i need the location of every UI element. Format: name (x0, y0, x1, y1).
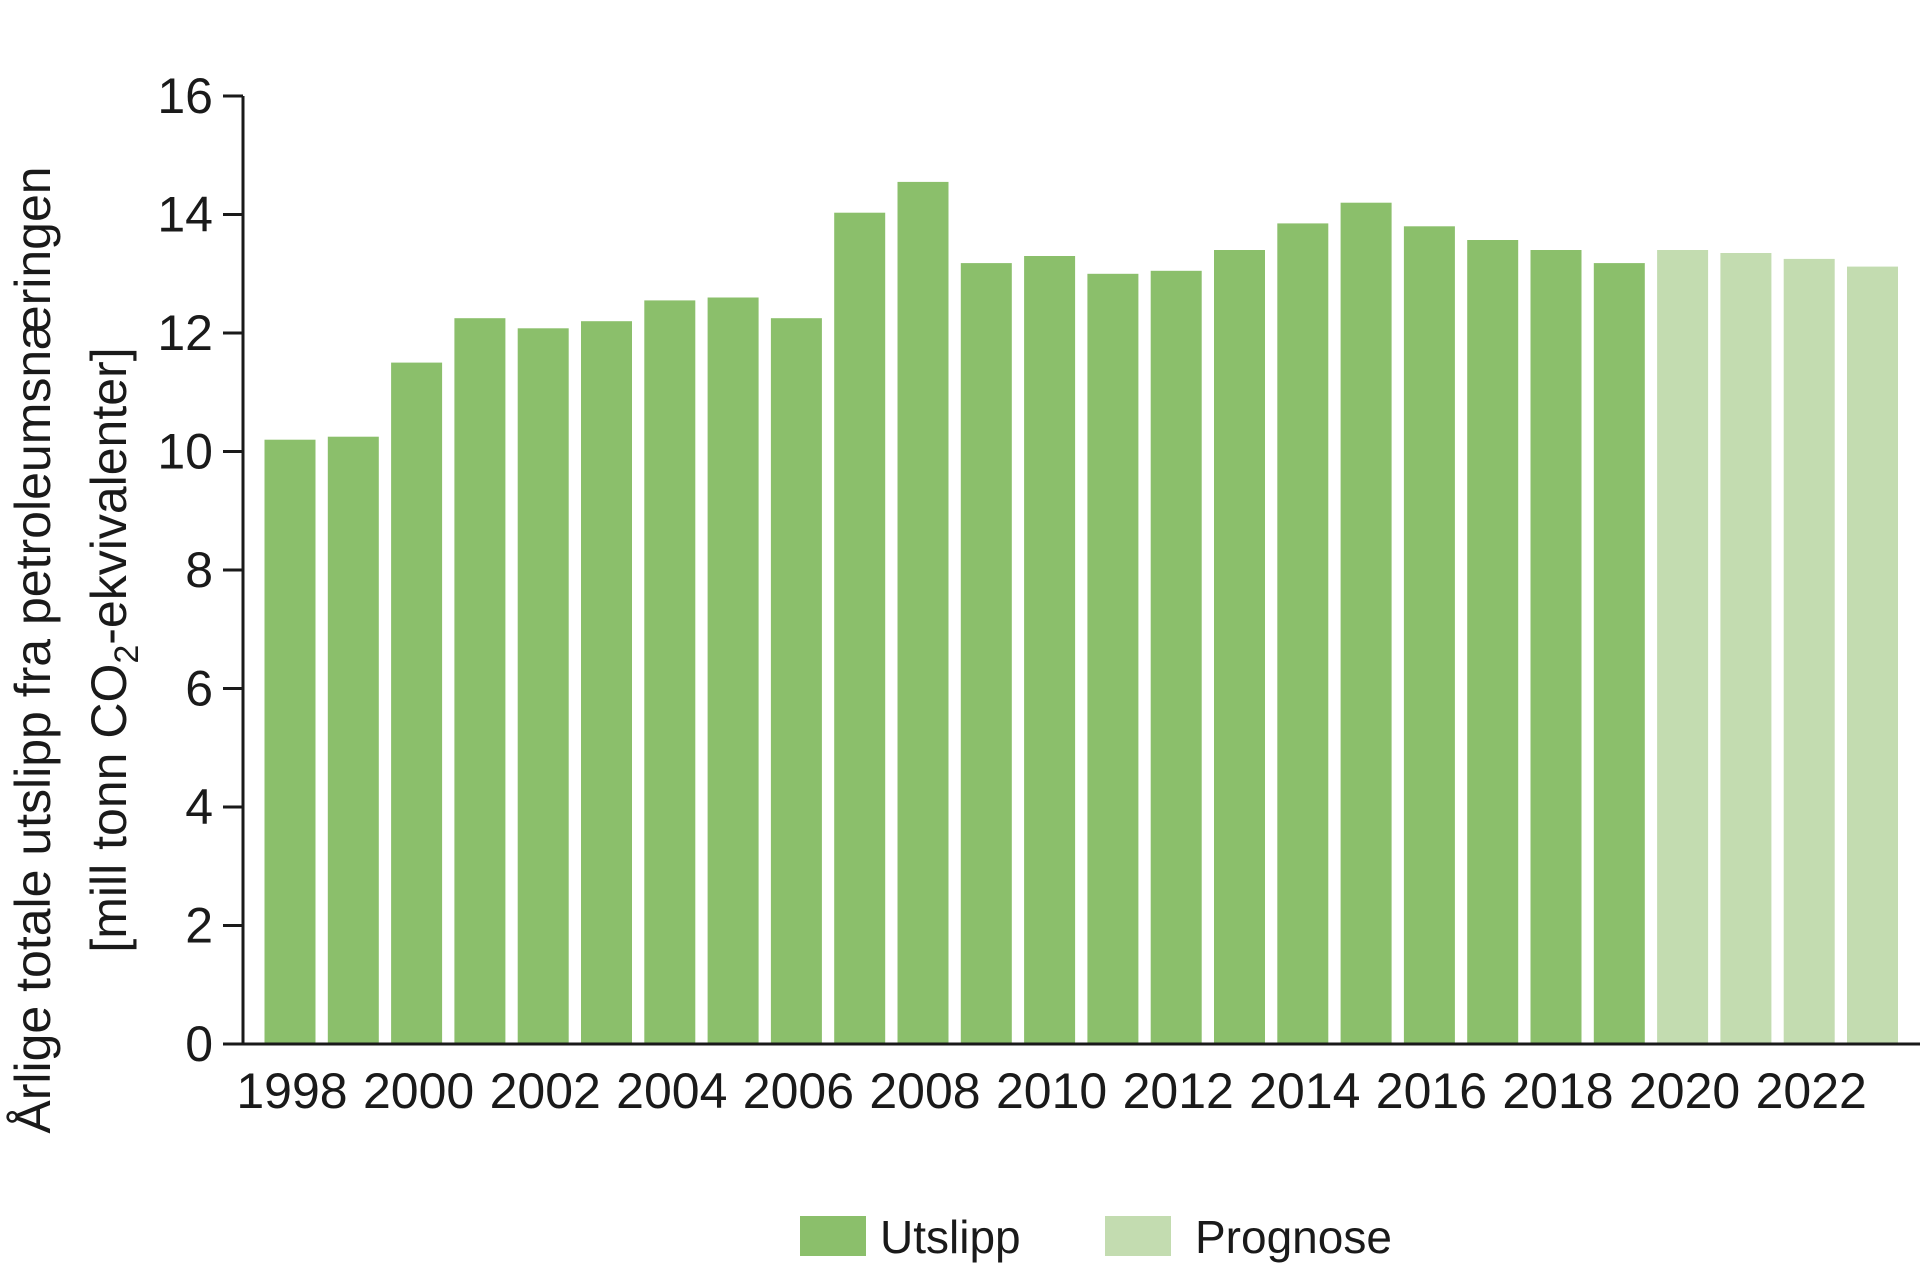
y-tick-label: 8 (185, 542, 213, 598)
bar-utslipp-2005 (707, 297, 759, 1044)
y-tick-label: 0 (185, 1016, 213, 1072)
y-axis: 0 2 4 6 8 10 12 14 16 (157, 68, 245, 1072)
y-tick-label: 2 (185, 898, 213, 954)
x-tick-label: 2012 (1123, 1063, 1234, 1119)
y-axis-title-line-1: Årlige totale utslipp fra petroleumsnæri… (5, 166, 61, 1133)
x-axis: 1998 2000 2002 2004 2006 2008 2010 2012 2014 2016… (236, 1042, 1920, 1119)
legend: Utslipp Prognose (800, 1211, 1392, 1263)
bar-utslipp-2002 (517, 328, 569, 1044)
y-tick-label: 6 (185, 661, 213, 717)
x-tick-label: 2014 (1249, 1063, 1360, 1119)
x-tick-label: 2016 (1376, 1063, 1487, 1119)
x-tick-label: 2020 (1629, 1063, 1740, 1119)
bar-prognose-2022 (1783, 258, 1835, 1044)
legend-label-utslipp: Utslipp (880, 1211, 1021, 1263)
x-tick-label: 2004 (616, 1063, 727, 1119)
bar-utslipp-2013 (1214, 250, 1265, 1044)
y-tick-label: 10 (157, 424, 213, 480)
legend-swatch-utslipp (800, 1216, 866, 1256)
bar-prognose-2021 (1720, 253, 1772, 1044)
bar-utslipp-1999 (327, 436, 379, 1044)
bar-utslipp-2008 (897, 181, 949, 1044)
x-tick-label: 2002 (490, 1063, 601, 1119)
y-tick-label: 12 (157, 305, 213, 361)
bar-utslipp-2010 (1024, 256, 1076, 1044)
legend-label-prognose: Prognose (1195, 1211, 1392, 1263)
x-tick-label: 2006 (743, 1063, 854, 1119)
y-tick-label: 14 (157, 187, 213, 243)
x-tick-label: 2000 (363, 1063, 474, 1119)
y-tick-label: 16 (157, 68, 213, 124)
bar-utslipp-2016 (1403, 226, 1455, 1045)
bar-utslipp-2009 (960, 263, 1012, 1045)
x-tick-label: 2010 (996, 1063, 1107, 1119)
bar-utslipp-2014 (1277, 223, 1329, 1044)
bar-utslipp-2017 (1467, 240, 1519, 1044)
bar-utslipp-2001 (454, 318, 506, 1044)
bar-utslipp-2011 (1087, 273, 1139, 1045)
x-tick-label: 2008 (869, 1063, 980, 1119)
y-tick-label: 4 (185, 779, 213, 835)
bar-prognose-2023 (1847, 266, 1898, 1045)
x-tick-label: 1998 (236, 1063, 347, 1119)
bar-utslipp-2004 (644, 300, 696, 1044)
y-axis-title-line-2: [mill tonn CO2-ekvivalenter] (81, 347, 146, 952)
bar-utslipp-2007 (834, 212, 886, 1044)
bars (264, 181, 1898, 1045)
bar-utslipp-2018 (1530, 250, 1582, 1044)
bar-utslipp-2012 (1150, 270, 1202, 1044)
bar-utslipp-2000 (391, 362, 443, 1045)
bar-utslipp-2006 (770, 318, 822, 1044)
x-tick-label: 2018 (1502, 1063, 1613, 1119)
legend-swatch-prognose (1105, 1216, 1171, 1256)
bar-utslipp-2003 (581, 321, 632, 1044)
x-tick-label: 2022 (1756, 1063, 1867, 1119)
bar-utslipp-2015 (1340, 202, 1392, 1044)
bar-utslipp-2019 (1593, 263, 1645, 1045)
bar-utslipp-1998 (264, 439, 316, 1044)
y-axis-title: Årlige totale utslipp fra petroleumsnæri… (5, 166, 146, 1133)
bar-prognose-2020 (1657, 250, 1709, 1044)
